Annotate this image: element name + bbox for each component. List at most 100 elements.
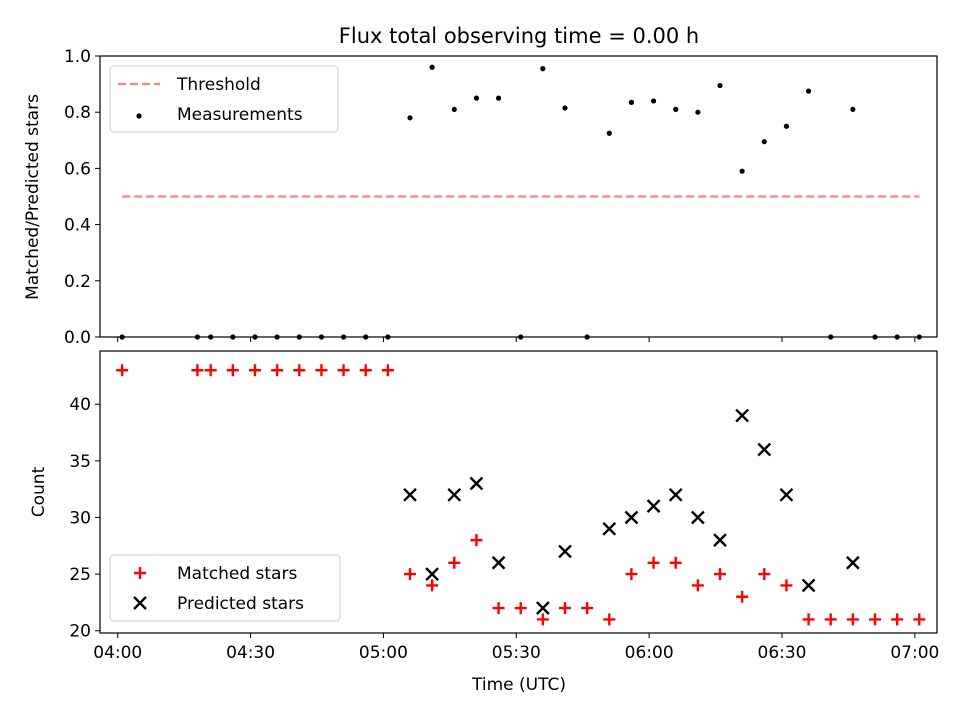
matched-star-point	[736, 590, 749, 603]
matched-star-point	[381, 364, 394, 377]
predicted-star-point	[536, 601, 550, 615]
count-y-axis-label: Count	[29, 466, 49, 517]
predicted-star-point	[558, 544, 572, 559]
ratio-panel: Matched/Predicted stars 0.0 0.2 0.4 0.6 0.8 1…	[23, 47, 938, 348]
matched-star-point	[714, 568, 726, 581]
predicted-star-point	[846, 555, 860, 570]
measurement-point	[451, 106, 457, 112]
matched-star-point	[514, 602, 527, 615]
x-axis-label: Time (UTC)	[471, 675, 566, 695]
predicted-star-point	[713, 533, 727, 547]
x-tick-label: 06:00	[625, 643, 674, 663]
measurement-point	[540, 66, 546, 72]
predicted-star-point	[403, 487, 417, 502]
ratio-panel-frame	[99, 55, 938, 338]
predicted-star-point	[425, 567, 439, 581]
x-tick-label: 06:30	[758, 643, 807, 663]
matched-star-point	[315, 364, 328, 377]
x-tick-label: 05:00	[359, 643, 408, 663]
ratio-y-tick-label: 0.8	[64, 103, 91, 123]
predicted-star-point	[801, 578, 816, 593]
predicted-star-point	[646, 499, 661, 514]
matched-star-point	[802, 613, 815, 626]
matched-star-point	[337, 364, 350, 377]
matched-star-point	[492, 602, 505, 615]
legend-predicted-label: Predicted stars	[177, 594, 304, 614]
count-y-tick-label: 20	[69, 622, 91, 642]
predicted-star-point	[624, 510, 639, 525]
matched-star-point	[824, 613, 837, 626]
predicted-star-point	[735, 408, 749, 423]
measurement-point	[850, 106, 856, 112]
measurement-point	[805, 88, 812, 94]
count-panel-frame	[99, 350, 938, 634]
measurement-point	[562, 105, 568, 111]
count-legend-box	[109, 554, 341, 622]
matched-star-point	[271, 364, 284, 377]
matched-star-point	[625, 568, 638, 581]
ratio-legend: Threshold Measurements	[109, 65, 339, 133]
predicted-star-point	[447, 487, 462, 502]
x-tick-label: 04:30	[226, 643, 275, 663]
count-y-tick-label: 35	[69, 452, 91, 472]
matched-star-point	[426, 579, 439, 592]
measurement-point	[429, 64, 435, 70]
matched-star-point	[846, 613, 859, 626]
count-panel: Count Time (UTC) 04:00 04:30 05:00 05:30 06:…	[29, 350, 939, 695]
predicted-star-point	[779, 487, 794, 502]
matched-star-point	[116, 364, 129, 377]
matched-star-point	[780, 579, 793, 592]
matched-star-point	[249, 364, 261, 377]
matched-star-point	[404, 568, 416, 581]
predicted-star-point	[602, 521, 617, 536]
measurement-point	[407, 115, 413, 121]
matched-star-point	[891, 613, 904, 626]
x-tick-label: 07:00	[890, 643, 939, 663]
matched-star-point	[647, 556, 660, 569]
matched-star-point	[581, 602, 594, 615]
matched-star-point	[758, 568, 771, 581]
matched-star-point	[204, 364, 217, 377]
matched-star-point	[470, 534, 483, 547]
measurement-point	[739, 168, 745, 174]
matched-star-point	[691, 579, 704, 592]
measurement-point	[717, 82, 723, 89]
measurement-point	[473, 95, 480, 101]
predicted-star-point	[491, 555, 506, 570]
matched-star-point	[191, 364, 204, 377]
legend-measurements-label: Measurements	[177, 105, 303, 125]
measurement-point	[783, 123, 790, 129]
predicted-star-point	[691, 510, 705, 525]
measurement-point	[650, 98, 657, 104]
count-y-tick-label: 25	[69, 565, 91, 585]
predicted-star-point	[757, 442, 772, 457]
measurement-point	[606, 130, 612, 136]
count-y-tick-label: 40	[69, 395, 91, 415]
count-legend: Matched stars Predicted stars	[109, 554, 341, 622]
measurement-point	[495, 95, 502, 101]
ratio-y-tick-label: 0.0	[64, 328, 91, 348]
legend-matched-swatch	[134, 567, 146, 579]
x-tick-label: 05:30	[492, 643, 541, 663]
measurement-point	[628, 99, 635, 105]
predicted-star-point	[469, 476, 484, 491]
ratio-y-tick-label: 0.4	[64, 216, 91, 236]
matched-star-point	[913, 613, 926, 626]
count-y-tick-label: 30	[69, 508, 91, 528]
legend-measurements-swatch	[136, 113, 142, 119]
matched-star-point	[869, 613, 881, 626]
ratio-y-axis-label: Matched/Predicted stars	[23, 94, 43, 300]
matched-star-point	[536, 613, 549, 626]
matched-star-point	[293, 364, 306, 377]
ratio-y-tick-label: 0.6	[64, 159, 91, 179]
predicted-star-point	[668, 487, 683, 502]
ratio-y-tick-label: 0.2	[64, 272, 91, 292]
legend-predicted-swatch	[133, 596, 147, 610]
measurement-point	[695, 109, 701, 115]
matched-star-point	[359, 364, 372, 377]
ratio-y-tick-label: 1.0	[64, 47, 91, 67]
matched-star-point	[603, 613, 616, 626]
legend-matched-label: Matched stars	[177, 564, 297, 584]
matched-star-point	[669, 556, 682, 569]
